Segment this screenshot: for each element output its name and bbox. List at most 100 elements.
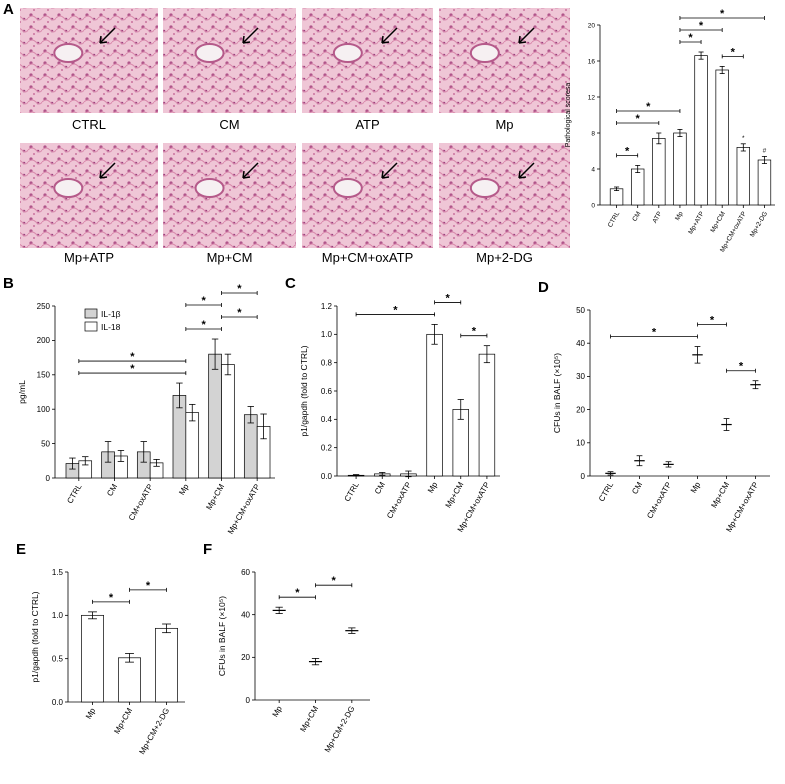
panel-label: D [538,279,549,296]
significance-label: * [625,145,630,157]
bar [757,159,772,206]
y-axis-label: Pathological scoresa [565,83,572,148]
bar [736,147,750,206]
x-tick-label: Mp+ATP [687,211,706,236]
significance-label: * [109,592,114,604]
significance-label: * [130,363,135,375]
bar [221,364,235,479]
y-axis-label: CFUs in BALF (×10⁵) [552,353,562,433]
y-tick-label: 0.6 [321,387,333,396]
x-tick-label: Mp+CM+2-DG [323,705,357,755]
image-label: Mp+ATP [64,250,114,265]
significance-label: * [237,307,242,319]
image-label: Mp+CM+oxATP [322,250,414,265]
x-tick-label: Mp [177,482,191,497]
airway [53,178,84,198]
y-tick-label: 0.5 [52,654,64,663]
y-tick-label: 250 [37,302,51,311]
significance-label: * [636,113,641,125]
x-tick-label: Mp+CM [709,480,731,509]
bar [155,627,178,703]
histology-image [20,143,158,248]
significance-label: * [146,580,151,592]
x-tick-label: CM [630,480,644,496]
panel-label: A [3,1,14,18]
y-tick-label: 0.4 [321,415,333,424]
arrow [99,162,116,179]
arrow [381,27,398,44]
airway [53,43,84,63]
legend-label: IL-18 [101,322,121,332]
y-tick-label: 12 [588,94,596,101]
airway [194,43,225,63]
y-axis-label: pg/mL [17,380,27,404]
significance-label: * [710,315,715,327]
x-tick-label: Mp+CM+oxATP [724,481,760,534]
y-axis-label: p1/gapdh (fold to CTRL) [30,591,40,682]
legend-swatch [84,321,98,332]
bar [81,614,104,703]
x-tick-label: Mp+2-DG [749,211,769,239]
significance-label: * [446,292,451,304]
significance-label: * [720,8,725,20]
significance-label: * [688,32,693,44]
y-tick-label: 20 [241,653,250,662]
x-tick-label: CTRL [343,480,362,503]
significance-label: * [202,295,207,307]
significance-label: * [731,46,736,58]
x-tick-label: Mp [689,480,703,495]
significance-label: * [295,587,300,599]
histology-image [163,143,296,248]
histology-image [302,143,433,248]
bar [208,353,222,479]
y-tick-label: 20 [576,405,585,414]
y-tick-label: 200 [37,336,51,345]
y-tick-label: 60 [241,568,250,577]
bar [478,353,496,477]
histology-image [439,8,570,113]
y-tick-label: 0.0 [321,472,333,481]
panel-label: C [285,275,296,292]
airway [332,43,363,63]
x-tick-label: Mp+CM [112,706,134,735]
airway [194,178,225,198]
y-tick-label: 0.8 [321,358,333,367]
arrow [99,27,116,44]
x-tick-label: ATP [651,211,663,225]
x-tick-label: CTRL [65,482,84,505]
x-tick-label: CM [105,482,119,498]
y-axis-label: CFUs in BALF (×10⁵) [217,596,227,676]
x-tick-label: Mp+CM+2-DG [137,707,171,757]
arrow [242,162,259,179]
y-tick-label: 100 [37,405,51,414]
significance-label: * [646,101,651,113]
histology-image [302,8,433,113]
bar [426,333,443,477]
x-tick-label: Mp [426,480,440,495]
x-tick-label: Mp+CM [709,211,727,234]
bar [652,138,666,206]
x-tick-label: Mp+CM [204,482,226,511]
y-tick-label: 20 [588,22,596,29]
x-tick-label: Mp [84,706,98,721]
y-tick-label: 150 [37,371,51,380]
x-tick-label: CTRL [607,210,622,229]
airway [469,178,500,198]
y-tick-label: 40 [241,610,250,619]
significance-label: * [393,304,398,316]
significance-label: * [472,326,477,338]
y-tick-label: 50 [41,439,50,448]
annotation: # [763,147,767,154]
y-tick-label: 0.0 [52,698,64,707]
image-label: Mp+CM [207,250,253,265]
image-label: ATP [355,117,379,132]
panel-label: E [16,541,26,558]
histology-image [163,8,296,113]
y-tick-label: 0 [246,696,251,705]
x-tick-label: CM+oxATP [127,483,155,523]
x-tick-label: CM [373,480,387,496]
histology-image [20,8,158,113]
x-tick-label: Mp+CM+oxATP [226,483,262,536]
